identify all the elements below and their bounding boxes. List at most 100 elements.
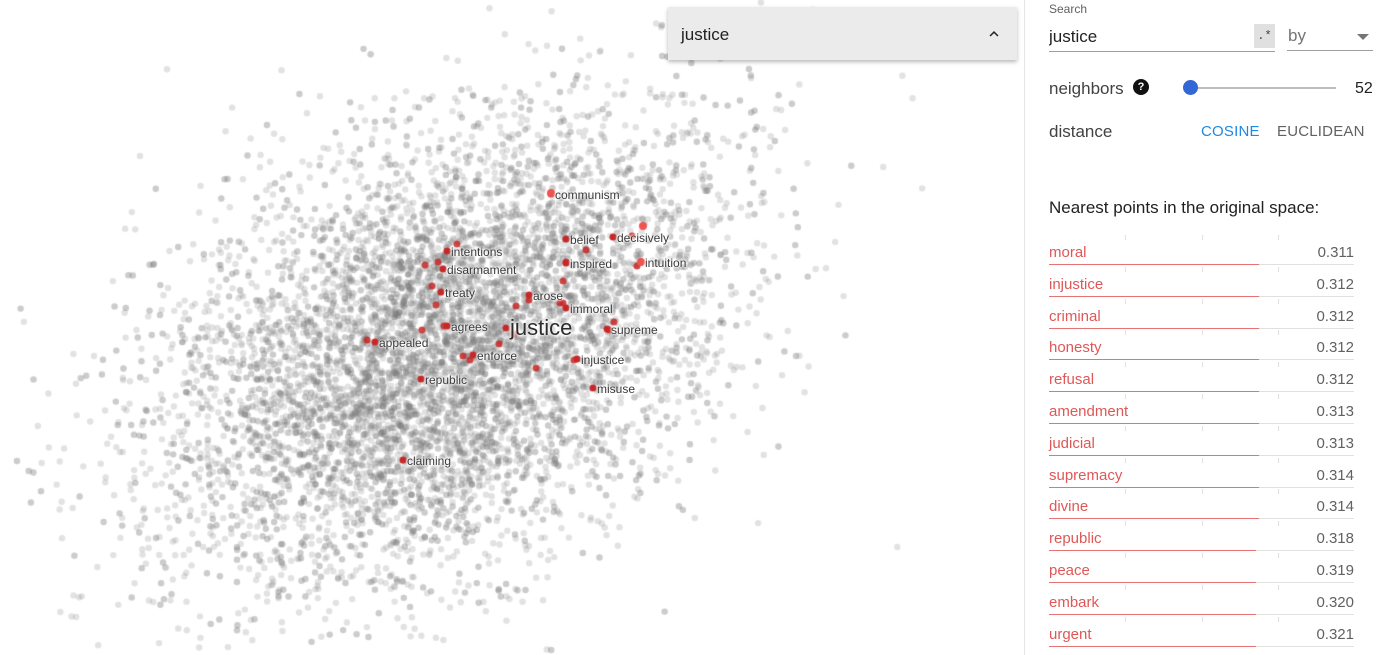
nearest-point-word[interactable]: injustice (1049, 275, 1104, 293)
row-ticks (1049, 362, 1354, 368)
neighbors-slider[interactable] (1183, 80, 1336, 95)
row-tick (1125, 489, 1127, 495)
row-ticks (1049, 393, 1354, 400)
distance-label: distance (1049, 122, 1113, 141)
row-tick (1277, 521, 1279, 527)
nearest-point-word[interactable]: refusal (1049, 371, 1095, 389)
nearest-point-row[interactable]: refusal 0.312 (1049, 362, 1354, 394)
distance-bar (1049, 613, 1257, 615)
row-tick (1277, 235, 1279, 240)
distance-bar (1049, 264, 1260, 265)
projection-canvas[interactable]: communism belief decisively intentions disar… (0, 0, 1024, 655)
inspector-panel: Search .* by neighbors ? 52 distance COS… (1024, 0, 1378, 655)
row-ticks (1049, 266, 1354, 273)
nearest-point-word[interactable]: criminal (1049, 307, 1101, 325)
nearest-point-word[interactable]: republic (1049, 530, 1102, 548)
row-tick (1125, 457, 1127, 463)
row-tick (1201, 521, 1203, 527)
row-tick (1125, 330, 1127, 336)
row-ticks (1049, 584, 1354, 591)
row-ticks (1049, 330, 1354, 336)
nearest-point-distance: 0.312 (1316, 371, 1354, 389)
row-tick (1125, 552, 1127, 558)
row-tick (1277, 616, 1279, 622)
neighbors-label: neighbors (1049, 79, 1124, 98)
distance-bar (1049, 645, 1257, 647)
distance-bar (1049, 327, 1260, 329)
distance-bar (1049, 518, 1260, 520)
row-ticks (1049, 425, 1354, 432)
nearest-point-row[interactable]: honesty 0.312 (1049, 330, 1354, 362)
search-input[interactable] (1049, 23, 1275, 52)
search-by-label: by (1288, 26, 1306, 45)
neighbors-slider-thumb[interactable] (1183, 80, 1198, 95)
nearest-point-word[interactable]: honesty (1049, 339, 1102, 357)
euclidean-button[interactable]: EUCLIDEAN (1277, 123, 1365, 140)
chevron-up-icon[interactable] (985, 25, 1003, 43)
nearest-point-row[interactable]: republic 0.318 (1049, 521, 1354, 553)
nearest-point-word[interactable]: urgent (1049, 625, 1092, 643)
nearest-point-row[interactable]: judicial 0.313 (1049, 425, 1354, 458)
nearest-points-heading: Nearest points in the original space: (1049, 198, 1320, 217)
row-tick (1201, 425, 1203, 431)
row-tick (1125, 266, 1127, 272)
nearest-point-word[interactable]: amendment (1049, 402, 1129, 420)
row-tick (1125, 521, 1127, 527)
nearest-point-row[interactable]: urgent 0.321 (1049, 616, 1354, 649)
nearest-point-row[interactable]: amendment 0.313 (1049, 393, 1354, 426)
distance-bar (1049, 295, 1260, 297)
nearest-point-row[interactable]: criminal 0.312 (1049, 298, 1354, 331)
distance-bar (1049, 550, 1257, 552)
nearest-point-row[interactable]: peace 0.319 (1049, 552, 1354, 585)
nearest-point-distance: 0.320 (1316, 593, 1354, 611)
nearest-point-row[interactable]: divine 0.314 (1049, 489, 1354, 521)
search-by-select[interactable]: by (1287, 23, 1373, 51)
nearest-point-row[interactable]: injustice 0.312 (1049, 266, 1354, 299)
nearest-point-row[interactable]: moral 0.311 (1049, 235, 1354, 267)
nearest-point-row[interactable]: supremacy 0.314 (1049, 457, 1354, 490)
nearest-point-distance: 0.312 (1316, 339, 1354, 357)
regex-toggle-button[interactable]: .* (1254, 24, 1275, 48)
scatter-plot[interactable] (0, 0, 1024, 655)
selected-point-card[interactable]: justice (668, 7, 1017, 60)
nearest-point-distance: 0.313 (1316, 402, 1354, 420)
distance-bar (1049, 486, 1260, 488)
row-ticks (1049, 489, 1354, 495)
row-tick (1201, 235, 1203, 240)
row-tick (1201, 330, 1203, 336)
nearest-point-word[interactable]: divine (1049, 498, 1089, 516)
row-tick (1201, 393, 1203, 399)
distance-bar (1049, 359, 1260, 361)
row-ticks (1049, 457, 1354, 464)
row-ticks (1049, 521, 1354, 527)
row-tick (1201, 362, 1203, 368)
row-tick (1201, 552, 1203, 558)
row-tick (1277, 584, 1279, 590)
nearest-point-word[interactable]: peace (1049, 561, 1090, 579)
row-ticks (1049, 298, 1354, 305)
distance-bar (1049, 391, 1260, 393)
row-tick (1125, 393, 1127, 399)
row-ticks (1049, 616, 1354, 623)
selected-point-title: justice (681, 25, 730, 44)
nearest-point-distance: 0.311 (1317, 244, 1354, 261)
distance-bar (1049, 422, 1260, 424)
nearest-point-distance: 0.321 (1316, 625, 1354, 643)
nearest-point-distance: 0.313 (1316, 434, 1354, 452)
nearest-point-row[interactable]: embark 0.320 (1049, 584, 1354, 617)
nearest-point-word[interactable]: judicial (1049, 434, 1095, 452)
row-tick (1277, 266, 1279, 272)
help-icon[interactable]: ? (1133, 79, 1149, 95)
nearest-point-word[interactable]: embark (1049, 593, 1100, 611)
nearest-point-word[interactable]: moral (1049, 244, 1087, 261)
nearest-points-list: moral 0.311 injustice 0.312 criminal 0.312 hon… (1049, 235, 1354, 648)
row-tick (1277, 362, 1279, 368)
nearest-point-word[interactable]: supremacy (1049, 466, 1123, 484)
search-caption: Search (1049, 2, 1088, 16)
row-ticks (1049, 235, 1354, 241)
cosine-button[interactable]: COSINE (1201, 123, 1260, 140)
row-tick (1125, 235, 1127, 240)
row-tick (1125, 584, 1127, 590)
row-tick (1277, 489, 1279, 495)
row-tick (1125, 616, 1127, 622)
